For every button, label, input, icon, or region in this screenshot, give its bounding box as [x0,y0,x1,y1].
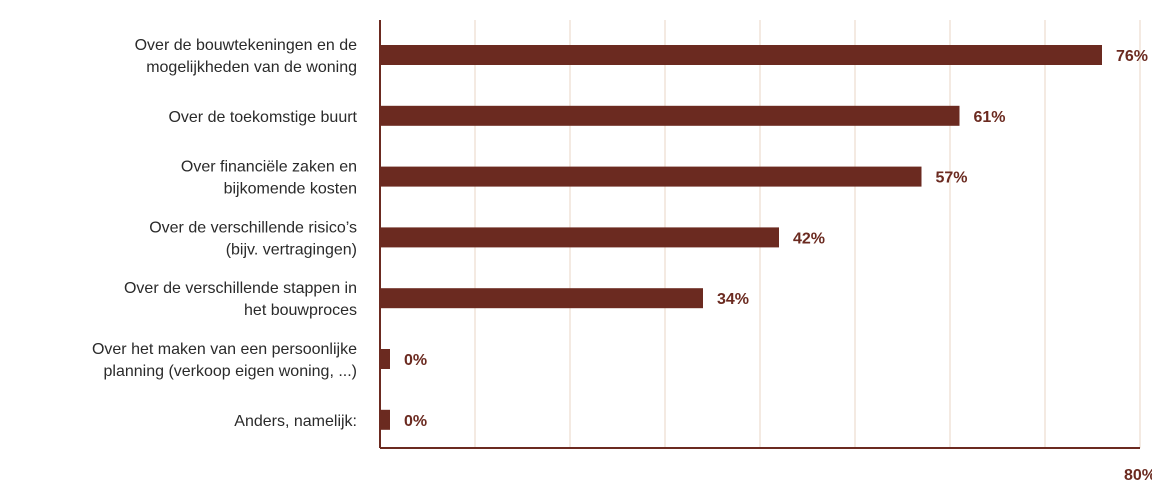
bar [380,409,390,430]
category-label: Over de verschillende stappen in het bouw… [124,280,357,319]
category-labels: Over de bouwtekeningen en de mogelijkhede… [92,37,358,430]
value-label: 42% [793,230,825,247]
value-label: 34% [717,291,749,308]
category-label: Over het maken van een persoonlijke plann… [92,341,357,380]
bar [380,227,779,248]
value-label: 57% [936,170,968,187]
value-label: 61% [974,109,1006,126]
bar [380,288,703,309]
bar [380,105,960,126]
category-label: Anders, namelijk: [234,413,357,430]
value-label: 0% [404,352,427,369]
value-label: 76% [1116,48,1148,65]
category-label: Over de verschillende risico’s (bijv. ver… [149,219,357,258]
value-label: 0% [404,413,427,430]
bar [380,45,1102,65]
bar [380,349,390,369]
bars [380,45,1102,430]
bar [380,166,922,187]
category-label: Over de bouwtekeningen en de mogelijkhede… [135,37,357,76]
value-labels: 76% 61% 57% 42% 34% 0% 0% [404,48,1148,430]
category-label: Over de toekomstige buurt [168,109,357,126]
category-label: Over financiële zaken en bijkomende koste… [181,159,357,198]
axes: 80% [379,20,1152,484]
x-tick-label: 80% [1124,467,1152,484]
